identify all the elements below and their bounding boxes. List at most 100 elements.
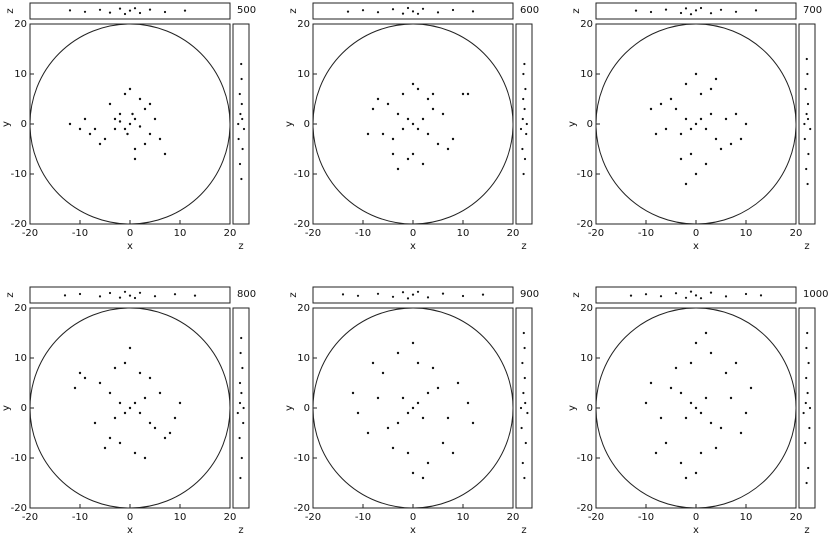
y-tick-label: -10	[11, 169, 27, 180]
edge-point	[391, 8, 395, 11]
particle	[98, 142, 102, 146]
edge-point	[525, 122, 528, 126]
particle	[456, 381, 460, 385]
y-tick-label: 10	[14, 69, 27, 80]
edge-point	[173, 293, 177, 296]
edge-point	[524, 401, 527, 405]
particle	[431, 366, 435, 370]
particle	[68, 122, 72, 126]
x-axis-label: x	[127, 241, 133, 252]
x-tick-label: -20	[22, 228, 38, 239]
particle	[421, 416, 425, 420]
edge-point	[807, 361, 810, 365]
edge-point	[128, 9, 132, 12]
edge-point	[709, 12, 713, 15]
side-strip-label: z	[238, 525, 243, 536]
particle	[724, 117, 728, 121]
top-strip-frame	[312, 2, 514, 20]
particle	[699, 117, 703, 121]
edge-point	[123, 12, 127, 16]
x-tick-label: -10	[72, 228, 88, 239]
edge-point	[679, 11, 683, 15]
edge-point	[806, 391, 809, 395]
edge-point	[98, 295, 102, 298]
edge-point	[724, 295, 728, 298]
particle	[416, 361, 420, 365]
particle	[78, 371, 82, 375]
y-tick-label: 10	[580, 353, 593, 364]
particle	[654, 132, 658, 136]
particle	[391, 152, 395, 156]
particle	[148, 376, 152, 380]
y-tick-label: 0	[587, 403, 593, 414]
edge-point	[523, 62, 526, 66]
particle	[719, 147, 723, 151]
edge-point	[521, 117, 524, 121]
y-tick-label: -20	[577, 219, 593, 230]
particle	[103, 446, 107, 450]
edge-point	[759, 294, 763, 297]
particle	[709, 87, 713, 91]
x-tick-label: -20	[305, 512, 321, 523]
edge-point	[806, 182, 809, 186]
particle	[451, 451, 455, 455]
particle	[461, 92, 465, 96]
edge-point	[471, 10, 475, 13]
y-tick-label: -10	[577, 453, 593, 464]
edge-point	[519, 406, 523, 410]
particle	[689, 401, 693, 405]
x-axis-label: x	[410, 525, 416, 536]
particle	[153, 426, 157, 430]
edge-point	[804, 401, 807, 405]
particle	[689, 361, 693, 365]
x-tick-label: 0	[127, 228, 133, 239]
particle	[148, 132, 152, 136]
edge-point	[734, 10, 738, 13]
edge-point	[522, 391, 525, 395]
edge-point	[806, 72, 809, 76]
y-tick-label: -20	[294, 219, 310, 230]
particle	[421, 117, 425, 121]
top-strip-frame	[29, 286, 231, 304]
particle	[709, 112, 713, 116]
edge-point	[699, 297, 703, 300]
edge-point	[689, 290, 693, 293]
edge-point	[649, 10, 653, 14]
particle	[406, 411, 410, 415]
edge-point	[694, 294, 698, 297]
edge-point	[699, 6, 703, 10]
particle	[83, 376, 87, 380]
particle	[411, 341, 415, 345]
edge-point	[451, 8, 455, 12]
particle	[689, 152, 693, 156]
edge-point	[521, 461, 524, 465]
edge-point	[523, 346, 526, 350]
edge-point	[807, 152, 810, 156]
x-tick-label: -10	[355, 512, 371, 523]
particle	[143, 456, 147, 460]
particle	[744, 411, 748, 415]
x-tick-label: 10	[457, 228, 470, 239]
particle	[724, 371, 728, 375]
y-tick-label: 20	[580, 19, 593, 30]
y-tick-label: 10	[297, 69, 310, 80]
particle	[694, 341, 698, 345]
particle	[133, 451, 137, 455]
y-tick-label: -20	[11, 219, 27, 230]
y-tick-label: -10	[294, 169, 310, 180]
x-tick-label: 20	[790, 228, 803, 239]
edge-point	[138, 11, 142, 15]
particle	[366, 132, 370, 136]
particle	[694, 172, 698, 176]
edge-point	[242, 127, 246, 131]
top-strip-label: z	[571, 8, 582, 13]
particle	[426, 132, 430, 136]
particle	[118, 441, 122, 445]
particle	[163, 436, 167, 440]
edge-point	[108, 11, 112, 14]
edge-point	[441, 292, 445, 295]
particle	[714, 446, 718, 450]
edge-point	[524, 87, 527, 91]
edge-point	[240, 177, 243, 181]
particle	[411, 122, 415, 126]
